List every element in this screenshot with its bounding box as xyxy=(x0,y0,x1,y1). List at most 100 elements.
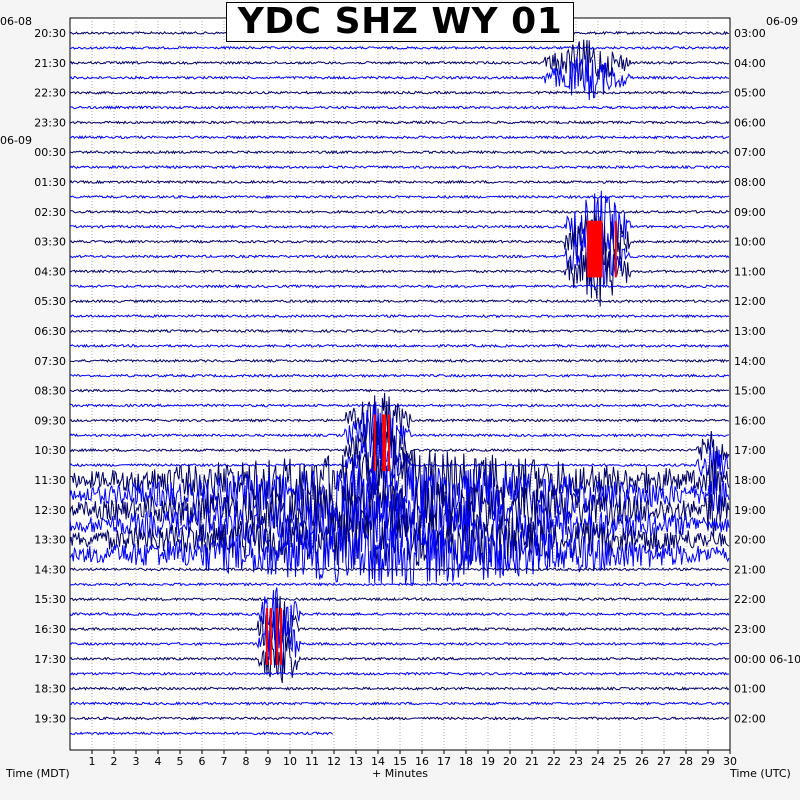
trace-line xyxy=(69,105,729,110)
left-time-label: 04:30 xyxy=(34,265,66,278)
trace-line xyxy=(69,463,730,527)
clip-marker xyxy=(382,414,385,472)
left-time-label: 19:30 xyxy=(34,712,66,725)
right-time-label: 03:00 xyxy=(734,27,766,40)
right-time-label: 08:00 xyxy=(734,176,766,189)
clip-marker xyxy=(265,608,268,665)
x-tick-label: 17 xyxy=(437,755,451,768)
trace-line xyxy=(69,388,729,393)
right-time-label: 19:00 xyxy=(734,504,766,517)
right-time-label: 20:00 xyxy=(734,534,766,547)
right-time-label: 07:00 xyxy=(734,146,766,159)
x-tick-label: 22 xyxy=(547,755,561,768)
left-time-label: 14:30 xyxy=(34,563,66,576)
left-time-label: 02:30 xyxy=(34,206,66,219)
x-tick-labels: 1 2 3 4 5 6 7 8 9 10 11 12 13 14 15 16 17 18 19 20 21 22 23 24 2… xyxy=(89,750,737,768)
left-time-label: 01:30 xyxy=(34,176,66,189)
trace-line xyxy=(69,392,730,455)
left-time-label: 18:30 xyxy=(34,683,66,696)
trace-line xyxy=(69,39,730,82)
x-tick-label: 23 xyxy=(569,755,583,768)
trace-line xyxy=(69,716,729,721)
x-tick-label: 10 xyxy=(283,755,297,768)
x-tick-label: 26 xyxy=(635,755,649,768)
trace-line xyxy=(69,194,730,200)
trace-line xyxy=(69,636,730,684)
right-time-label: 11:00 xyxy=(734,265,766,278)
x-tick-label: 5 xyxy=(177,755,184,768)
trace-line xyxy=(69,373,730,378)
left-time-label: 05:30 xyxy=(34,295,66,308)
left-time-label: 17:30 xyxy=(34,653,66,666)
x-tick-label: 7 xyxy=(221,755,228,768)
right-time-labels: 03:00 04:00 05:00 06:00 07:00 08:00 09:00 10:00… xyxy=(734,15,800,725)
right-time-label: 10:00 xyxy=(734,236,766,249)
trace-line xyxy=(69,401,730,467)
trace-line xyxy=(69,242,730,307)
left-time-label: 23:30 xyxy=(34,116,66,129)
x-tick-label: 11 xyxy=(305,755,319,768)
x-tick-label: 1 xyxy=(89,755,96,768)
x-tick-label: 19 xyxy=(481,755,495,768)
trace-line xyxy=(69,343,730,349)
trace-line xyxy=(69,508,730,568)
right-date-label: 06-09 xyxy=(766,15,798,28)
right-time-label: 15:00 xyxy=(734,385,766,398)
x-tick-label: 3 xyxy=(133,755,140,768)
right-time-label: 06:00 xyxy=(734,116,766,129)
x-tick-label: 4 xyxy=(155,755,162,768)
x-tick-label: 6 xyxy=(199,755,206,768)
right-time-label: 16:00 xyxy=(734,414,766,427)
x-tick-label: 20 xyxy=(503,755,517,768)
x-tick-label: 25 xyxy=(613,755,627,768)
x-tick-label: 21 xyxy=(525,755,539,768)
right-time-label: 12:00 xyxy=(734,295,766,308)
right-time-label: 14:00 xyxy=(734,355,766,368)
x-tick-label: 9 xyxy=(265,755,272,768)
trace-line xyxy=(69,686,730,691)
right-time-label: 22:00 xyxy=(734,593,766,606)
trace-line xyxy=(70,328,730,334)
trace-line xyxy=(69,135,730,140)
clip-marker xyxy=(387,414,390,472)
right-time-label: 04:00 xyxy=(734,57,766,70)
left-time-label: 21:30 xyxy=(34,57,66,70)
clip-marker xyxy=(373,414,376,472)
trace-line xyxy=(69,212,730,272)
x-tick-label: 30 xyxy=(723,755,737,768)
clip-marker xyxy=(384,414,387,472)
trace-line xyxy=(69,596,729,653)
x-tick-label: 2 xyxy=(111,755,118,768)
x-tick-label: 28 xyxy=(679,755,693,768)
x-tick-label: 18 xyxy=(459,755,473,768)
left-time-labels: 20:30 21:30 22:30 23:30 00:30 01:30 02:30 03:30… xyxy=(0,15,66,725)
right-time-label: 02:00 xyxy=(734,712,766,725)
clip-marker xyxy=(614,220,617,278)
left-time-label: 09:30 xyxy=(34,414,66,427)
right-time-label: 05:00 xyxy=(734,87,766,100)
trace-line xyxy=(69,447,730,512)
left-time-label: 16:30 xyxy=(34,623,66,636)
trace-line xyxy=(69,90,729,95)
trace-line xyxy=(70,582,730,587)
trace-line xyxy=(69,313,730,319)
trace-line xyxy=(69,179,730,185)
trace-line xyxy=(69,45,730,50)
trace-line xyxy=(69,209,730,214)
left-time-label: 15:30 xyxy=(34,593,66,606)
trace-line xyxy=(69,587,730,647)
left-time-label: 07:30 xyxy=(34,355,66,368)
x-tick-label: 16 xyxy=(415,755,429,768)
clip-marker xyxy=(276,608,279,665)
right-time-label: 21:00 xyxy=(734,563,766,576)
left-date-label: 06-09 xyxy=(0,134,32,147)
right-axis-label: Time (UTC) xyxy=(729,767,791,780)
trace-line xyxy=(69,523,730,585)
left-time-label: 22:30 xyxy=(34,87,66,100)
trace-line xyxy=(69,403,729,408)
trace-line xyxy=(69,55,730,101)
left-time-label: 10:30 xyxy=(34,444,66,457)
x-tick-label: 12 xyxy=(327,755,341,768)
right-time-label: 23:00 xyxy=(734,623,766,636)
